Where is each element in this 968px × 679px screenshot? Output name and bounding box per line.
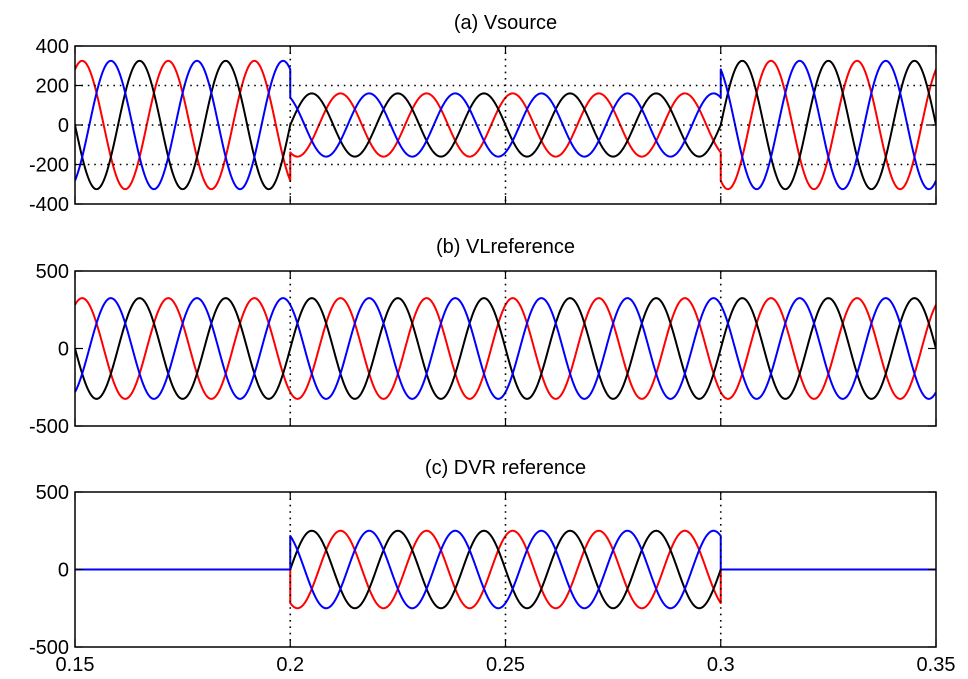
y-tick-label: 500: [36, 482, 69, 504]
x-tick-label: 0.2: [276, 654, 304, 676]
y-tick-label: 500: [36, 261, 69, 283]
y-tick-label: 0: [58, 339, 69, 361]
y-tick-label: -200: [29, 155, 69, 177]
y-tick-label: 400: [36, 36, 69, 58]
x-tick-label: 0.35: [917, 654, 956, 676]
y-tick-label: -400: [29, 194, 69, 216]
series-line-2: [75, 529, 936, 610]
y-tick-label: 200: [36, 76, 69, 98]
series-line-2: [75, 297, 936, 400]
panel-title: (b) VLreference: [436, 236, 575, 258]
series-line-0: [75, 297, 936, 400]
x-tick-label: 0.25: [486, 654, 525, 676]
series-line-2: [75, 59, 936, 191]
x-tick-label: 0.3: [707, 654, 735, 676]
series-line-1: [75, 59, 936, 191]
panel-1: (b) VLreference 500 0 -500: [29, 236, 937, 438]
panel-title: (c) DVR reference: [425, 457, 586, 479]
y-tick-label: 0: [58, 560, 69, 582]
y-tick-label: -500: [29, 637, 69, 659]
panel-title: (a) Vsource: [454, 12, 557, 34]
y-tick-label: 0: [58, 115, 69, 137]
x-tick-label: 0.15: [56, 654, 95, 676]
panel-0: (a) Vsource 400 200 0 -200 -400: [29, 12, 937, 216]
y-tick-label: -500: [29, 416, 69, 438]
panels: (a) Vsource 400 200 0 -200 -400 (b) VLreferenc…: [29, 12, 956, 676]
